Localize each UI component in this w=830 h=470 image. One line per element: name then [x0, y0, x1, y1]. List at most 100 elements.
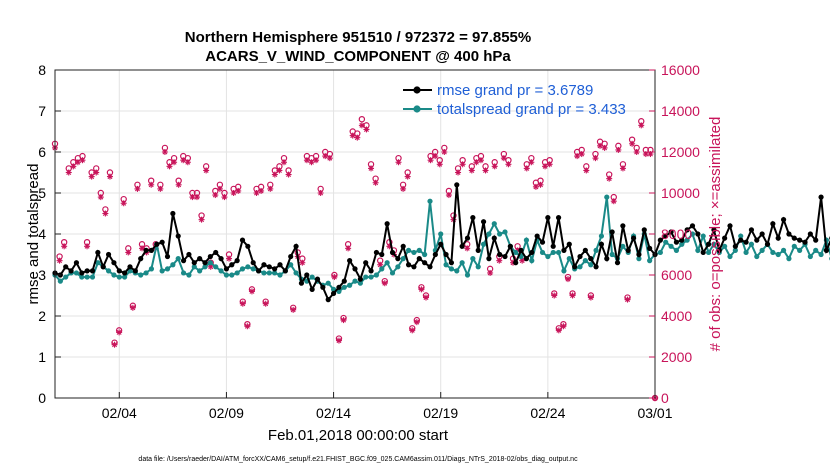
rmse-point — [373, 249, 380, 256]
rmse-point — [689, 223, 696, 229]
rmse-point — [191, 260, 197, 266]
totalspread-point — [711, 241, 717, 247]
obs-assimilated-point — [317, 190, 324, 196]
rmse-point — [116, 268, 122, 274]
totalspread-point — [105, 268, 112, 274]
obs-assimilated-point — [619, 165, 626, 172]
totalspread-point — [454, 268, 460, 274]
rmse-point — [330, 290, 337, 297]
obs-assimilated-point — [413, 319, 420, 326]
obs-assimilated-point — [528, 159, 535, 166]
totalspread-point — [679, 241, 685, 247]
totalspread-point — [175, 256, 181, 262]
obs-assimilated-point — [221, 194, 228, 201]
totalspread-point — [555, 249, 562, 256]
obs-assimilated-point — [74, 159, 81, 166]
totalspread-point — [245, 264, 251, 270]
legend-item-rmse: rmse grand pr = 3.6789 — [403, 82, 593, 99]
obs-assimilated-point — [629, 140, 636, 147]
obs-assimilated-point — [175, 181, 182, 188]
y-tick-label: 2 — [38, 308, 46, 324]
totalspread-point — [95, 260, 101, 266]
rmse-point — [266, 264, 272, 270]
totalspread-point — [598, 233, 605, 239]
x-tick-label: 02/19 — [423, 405, 458, 421]
rmse-point — [143, 247, 149, 253]
rmse-point — [352, 266, 358, 272]
rmse-point — [218, 256, 224, 262]
y-axis-right-label: # of obs: o=possible; ×=assimilated — [707, 117, 724, 352]
rmse-point — [389, 249, 396, 256]
totalspread-point — [609, 251, 615, 258]
obs-assimilated-point — [473, 159, 480, 166]
y-tick-label: 7 — [38, 103, 46, 119]
totalspread-point — [818, 251, 824, 258]
rmse-point — [679, 237, 685, 243]
totalspread-point — [213, 264, 219, 270]
totalspread-point — [459, 260, 465, 266]
rmse-point — [727, 223, 733, 229]
obs-assimilated-point — [505, 161, 512, 168]
y-right-tick-label: 0 — [661, 390, 669, 406]
obs-assimilated-point — [597, 142, 604, 149]
rmse-point — [818, 194, 824, 200]
totalspread-point — [148, 266, 155, 272]
y-right-tick-label: 2000 — [661, 349, 692, 365]
obs-assimilated-point — [139, 245, 146, 252]
totalspread-point — [79, 274, 85, 280]
obs-assimilated-point — [148, 181, 155, 188]
obs-assimilated-point — [615, 146, 622, 153]
totalspread-point — [738, 233, 744, 239]
totalspread-point — [475, 264, 481, 270]
x-tick-label: 02/04 — [102, 405, 137, 421]
totalspread-point — [341, 284, 347, 290]
y-tick-label: 6 — [38, 144, 46, 160]
obs-assimilated-point — [606, 175, 613, 182]
totalspread-point — [529, 258, 535, 264]
rmse-point — [347, 258, 353, 264]
totalspread-point — [668, 243, 674, 249]
obs-assimilated-point — [193, 194, 200, 201]
rmse-point — [507, 243, 513, 249]
x-axis: 02/04 02/09 02/14 02/19 02/24 03/01 — [102, 392, 673, 421]
rmse-point — [695, 231, 701, 237]
totalspread-point — [277, 272, 283, 278]
y-right-tick-label: 4000 — [661, 308, 692, 324]
obs-assimilated-point — [235, 187, 242, 194]
totalspread-point — [288, 262, 294, 268]
obs-assimilated-point — [129, 304, 136, 311]
obs-assimilated-point — [276, 167, 283, 174]
y-right-tick-label: 12000 — [661, 144, 700, 160]
totalspread-point — [223, 272, 230, 278]
rmse-point — [122, 270, 128, 276]
obs-assimilated-point — [372, 179, 379, 186]
obs-assimilated-point — [583, 167, 590, 174]
totalspread-point — [89, 274, 96, 280]
rmse-point — [480, 219, 487, 225]
rmse-point — [293, 243, 299, 249]
totalspread-point — [384, 260, 390, 266]
obs-assimilated-point — [134, 185, 141, 192]
totalspread-point — [732, 247, 738, 253]
rmse-point — [95, 249, 101, 256]
obs-assimilated-point — [624, 296, 631, 303]
totalspread-point — [347, 282, 353, 288]
totalspread-point — [261, 270, 267, 276]
rmse-point — [154, 241, 160, 247]
totalspread-point — [480, 241, 487, 247]
obs-assimilated-point — [418, 286, 425, 293]
obs-assimilated-point — [198, 216, 205, 223]
rmse-point — [529, 249, 535, 256]
rmse-point — [636, 251, 642, 258]
obs-assimilated-point — [116, 329, 123, 336]
rmse-point — [539, 239, 546, 245]
obs-assimilated-point — [226, 255, 233, 262]
rmse-point — [748, 227, 755, 233]
rmse-point — [486, 256, 492, 262]
obs-assimilated-point — [459, 161, 466, 168]
obs-assimilated-point — [422, 294, 429, 301]
obs-possible-point — [358, 115, 366, 123]
obs-assimilated-point — [601, 144, 608, 151]
rmse-point — [432, 251, 438, 258]
totalspread-point — [272, 270, 278, 276]
